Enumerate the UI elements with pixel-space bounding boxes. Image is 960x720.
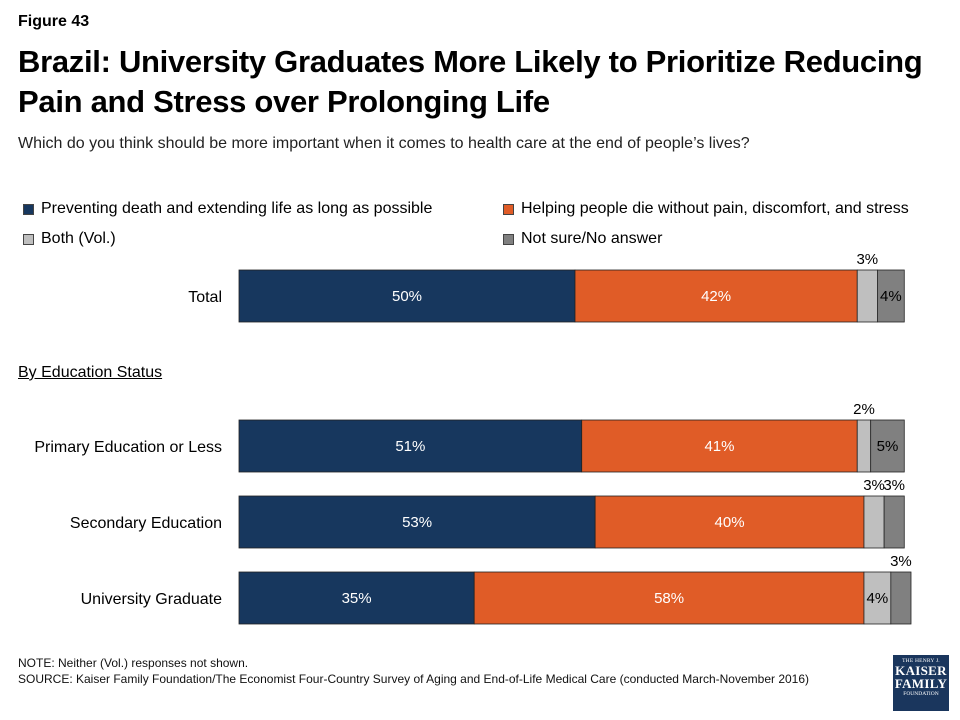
- figure-label: Figure 43: [18, 13, 90, 30]
- data-label: 42%: [701, 288, 731, 305]
- data-label: 3%: [883, 477, 905, 494]
- bar-segment: [574, 269, 858, 323]
- bar-segment: [856, 419, 872, 473]
- data-label: 40%: [715, 514, 745, 531]
- data-label: 3%: [856, 251, 878, 268]
- logo-line3: FAMILY: [894, 676, 948, 691]
- chart-title: Brazil: University Graduates More Likely…: [18, 44, 923, 119]
- note-text: NOTE: Neither (Vol.) responses not shown…: [18, 656, 249, 670]
- data-label: 5%: [877, 438, 899, 455]
- bar-segment: [238, 495, 596, 549]
- data-label: 4%: [867, 590, 889, 607]
- bar-segment: [594, 495, 865, 549]
- bar-segment: [473, 571, 865, 625]
- category-label: Total: [188, 289, 222, 306]
- chart-subtitle: Which do you think should be more import…: [18, 135, 750, 152]
- logo-line4: FOUNDATION: [903, 691, 939, 697]
- source-text: SOURCE: Kaiser Family Foundation/The Eco…: [18, 672, 810, 686]
- data-label: 58%: [654, 590, 684, 607]
- bar-segment: [883, 495, 905, 549]
- logo-line2: KAISER: [895, 663, 947, 678]
- bar-segment: [238, 269, 576, 323]
- bar-segment: [238, 571, 475, 625]
- logo-line1: THE HENRY J.: [902, 658, 940, 664]
- data-label: 51%: [395, 438, 425, 455]
- category-label: Secondary Education: [70, 515, 222, 532]
- bar-segment: [581, 419, 858, 473]
- data-label: 35%: [342, 590, 372, 607]
- category-label: University Graduate: [81, 591, 222, 608]
- footnote: NOTE: Neither (Vol.) responses not shown…: [18, 655, 878, 687]
- data-label: 3%: [863, 477, 885, 494]
- data-label: 50%: [392, 288, 422, 305]
- kff-logo: THE HENRY J. KAISER FAMILY FOUNDATION: [893, 655, 949, 711]
- bar-segment: [890, 571, 912, 625]
- data-label: 3%: [890, 553, 912, 570]
- data-label: 41%: [704, 438, 734, 455]
- bar-segment: [856, 269, 878, 323]
- data-label: 4%: [880, 288, 902, 305]
- category-label: Primary Education or Less: [34, 439, 222, 456]
- bar-segment: [877, 269, 905, 323]
- bar-segment: [870, 419, 905, 473]
- data-label: 53%: [402, 514, 432, 531]
- bar-segment: [238, 419, 583, 473]
- section-label: By Education Status: [18, 364, 163, 381]
- bar-segment: [863, 495, 885, 549]
- data-label: 2%: [853, 401, 875, 418]
